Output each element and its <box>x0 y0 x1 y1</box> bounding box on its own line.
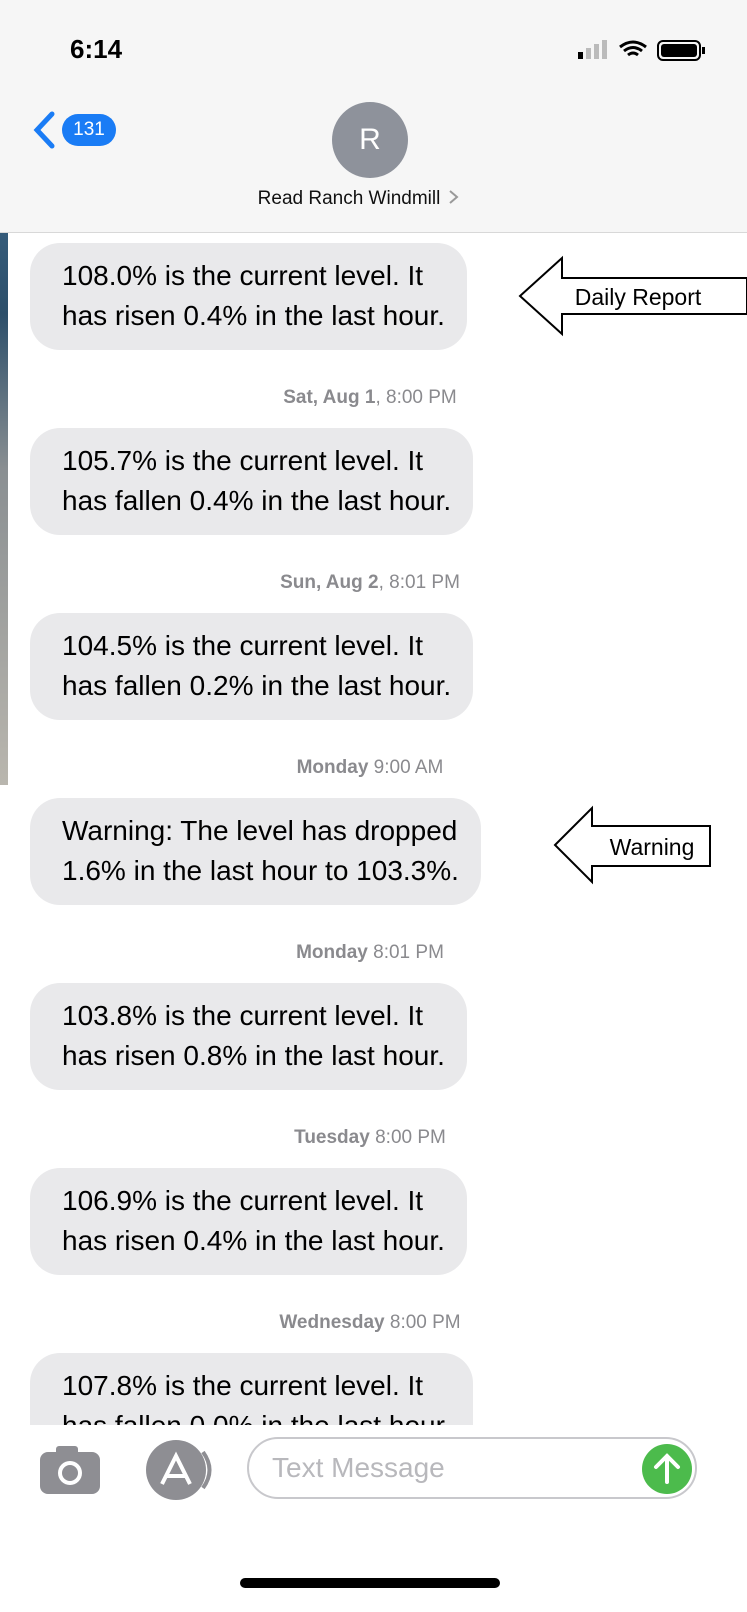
message-line: 105.7% is the current level. It <box>62 445 424 476</box>
message-line: has risen 0.4% in the last hour. <box>62 1225 445 1256</box>
input-placeholder[interactable]: Text Message <box>272 1452 445 1483</box>
back-chevron[interactable] <box>30 110 60 150</box>
timestamp-time: 8:00 PM <box>375 1127 446 1148</box>
back-badge[interactable]: 131 <box>62 114 116 146</box>
timestamp: Tuesday 8:00 PM <box>30 1126 710 1150</box>
timestamp: Wednesday 8:00 PM <box>30 1311 710 1335</box>
message: Warning: The level has dropped 1.6% in th… <box>30 798 630 905</box>
message-line: 104.5% is the current level. It <box>62 630 424 661</box>
message-bubble[interactable]: 105.7% is the current level. It has falle… <box>30 428 474 535</box>
message: 106.9% is the current level. It has risen… <box>30 1168 630 1275</box>
message-bubble[interactable]: 104.5% is the current level. It has falle… <box>30 613 474 720</box>
timestamp-day: Wednesday <box>279 1312 385 1333</box>
status-icons <box>578 40 705 61</box>
send-button[interactable] <box>640 1442 694 1496</box>
message-line: 106.9% is the current level. It <box>62 1185 424 1216</box>
annotation-label: Daily Report <box>575 284 702 310</box>
message-bubble[interactable]: 108.0% is the current level. It has risen… <box>30 243 467 350</box>
status-time: 6:14 <box>70 34 123 64</box>
message-line: 107.8% is the current level. It <box>62 1370 424 1401</box>
message-bubble[interactable]: 103.8% is the current level. It has risen… <box>30 983 467 1090</box>
chevron <box>449 190 459 204</box>
message: 108.0% is the current level. It has risen… <box>30 243 630 350</box>
message-line: has risen 0.4% in the last hour. <box>62 300 445 331</box>
message-line: 1.6% in the last hour to 103.3%. <box>62 855 459 886</box>
message-line: has risen 0.8% in the last hour. <box>62 1040 445 1071</box>
timestamp-day: Sun, Aug 2 <box>280 572 379 593</box>
avatar[interactable]: R <box>332 102 408 178</box>
contact-name-text[interactable]: Read Ranch Windmill <box>257 188 441 209</box>
message-line: has fallen 0.4% in the last hour. <box>62 485 452 516</box>
annotation-label: Warning <box>610 834 695 860</box>
message-line: Warning: The level has dropped <box>62 815 458 846</box>
text-input[interactable] <box>247 1437 697 1499</box>
toolbar-icons[interactable] <box>38 1440 218 1500</box>
message-line: 103.8% is the current level. It <box>62 1000 424 1031</box>
annotation-arrow <box>518 255 747 337</box>
contact-name[interactable]: Read Ranch Windmill <box>0 188 720 210</box>
timestamp-time: 8:01 PM <box>373 942 444 963</box>
timestamp-day: Sat, Aug 1 <box>283 387 376 408</box>
message-bubble[interactable]: Warning: The level has dropped 1.6% in th… <box>30 798 481 905</box>
timestamp-time: 8:00 PM <box>389 1312 461 1333</box>
annotations: Daily Report Warning <box>518 255 747 885</box>
timestamp-time: 9:00 AM <box>373 757 444 778</box>
background-photo <box>0 0 8 785</box>
timestamp-day: Monday <box>296 942 368 963</box>
message: 103.8% is the current level. It has risen… <box>30 983 630 1090</box>
message-line: has fallen 0.2% in the last hour. <box>62 670 452 701</box>
timestamp: Monday 9:00 AM <box>30 756 710 780</box>
message: 105.7% is the current level. It has falle… <box>30 428 630 535</box>
message: 104.5% is the current level. It has falle… <box>30 613 630 720</box>
timestamp-time: 8:00 PM <box>386 387 457 408</box>
message-line: 108.0% is the current level. It <box>62 260 424 291</box>
timestamp-day: Monday <box>296 757 369 778</box>
timestamp-day: Tuesday <box>294 1127 370 1148</box>
home-indicator <box>240 1578 500 1588</box>
timestamp: Sun, Aug 2, 8:01 PM <box>280 572 460 593</box>
annotation-arrow <box>553 805 711 885</box>
timestamp: Monday 8:01 PM <box>30 941 710 965</box>
timestamp: Sat, Aug 1, 8:00 PM <box>283 387 457 408</box>
message-bubble[interactable]: 106.9% is the current level. It has risen… <box>30 1168 467 1275</box>
timestamp-time: 8:01 PM <box>389 572 460 593</box>
